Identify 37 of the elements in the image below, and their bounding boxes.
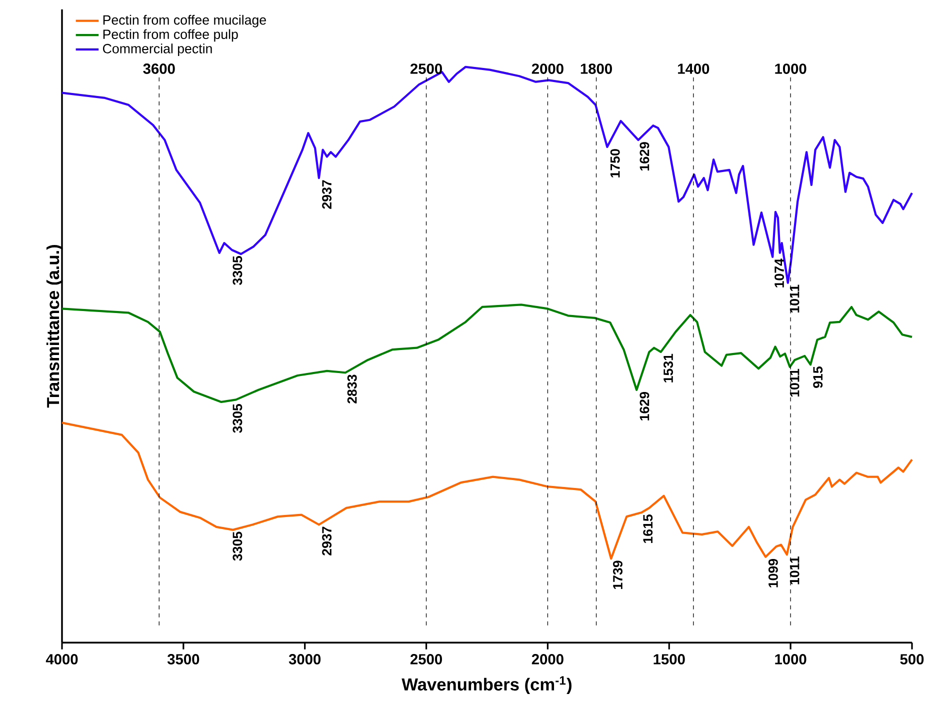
annotation: 1011 (790, 284, 800, 312)
annotation: 1629 (640, 142, 650, 170)
annotation: 3305 (232, 404, 242, 433)
annotation: 2833 (347, 374, 357, 404)
x-tick-label: 2500 (410, 654, 442, 664)
annotation: 1739 (613, 560, 622, 590)
legend-label: Pectin from coffee mucilage (103, 14, 266, 28)
x-tick-label: 4000 (46, 654, 78, 664)
legend-label: Commercial pectin (102, 44, 212, 56)
annotation: 1615 (643, 514, 653, 543)
annotation: 915 (813, 366, 823, 388)
ref-line-label: 1800 (580, 64, 612, 74)
annotation: 1750 (610, 149, 620, 178)
annotation: 1074 (774, 258, 784, 288)
x-tick-label: 3000 (288, 654, 321, 664)
ref-line-label: 3600 (143, 64, 175, 74)
x-tick-label: 1500 (654, 654, 685, 664)
y-axis-title: Transmittance (a.u.) (46, 244, 63, 408)
annotation: 3305 (232, 256, 242, 285)
x-axis-title: Wavenumbers (cm$^{-1}$) (402, 676, 572, 694)
annotation: 1099 (768, 558, 778, 588)
annotation: 2937 (322, 526, 332, 556)
annotation: 1531 (664, 354, 673, 382)
ref-line-label: 2500 (410, 64, 442, 74)
annotation: 1011 (790, 368, 800, 397)
x-tick-label: 2000 (532, 654, 564, 664)
ref-line-label: 1400 (678, 64, 710, 74)
ref-line-label: 1000 (775, 64, 806, 74)
annotation: 2937 (322, 180, 332, 209)
x-tick-label: 1000 (775, 654, 806, 664)
legend-label: Pectin from coffee pulp (103, 29, 238, 42)
x-tick-label: 500 (900, 654, 924, 664)
x-tick-label: 3500 (167, 654, 200, 664)
annotation: 3305 (232, 532, 242, 561)
ref-line-label: 2000 (532, 64, 564, 74)
annotation: 1011 (790, 556, 800, 584)
annotation: 1629 (640, 392, 650, 420)
